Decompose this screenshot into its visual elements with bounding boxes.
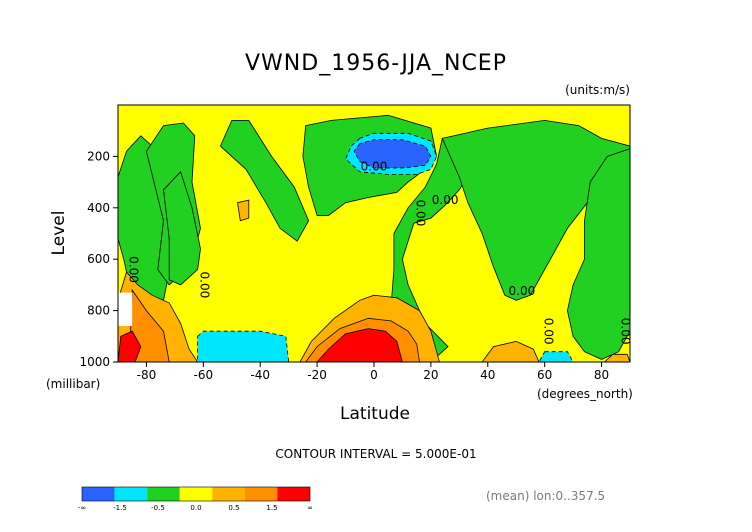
missing-region [118,292,133,326]
colorbar-label: ∞ [307,504,313,512]
colorbar-label: -1.5 [113,504,127,512]
y-axis-units: (millibar) [46,377,100,391]
contour-field-20 [237,199,250,222]
contour-label-7: 0.00 [618,318,632,345]
contour-field-12 [538,351,574,362]
contour-field-18 [316,328,403,362]
contour-field-19 [481,340,540,362]
contour-field-21 [603,353,630,362]
colorbar-frame [81,486,311,502]
contour-interval-label: CONTOUR INTERVAL = 5.000E-01 [275,447,476,461]
contour-labels: 0.00 0.00 0.00 0.00 0.00 0.00 0.00 0.00 [126,160,632,345]
colorbar-swatch [179,487,213,501]
colorbar-label: 1.5 [266,504,277,512]
y-axis-title: Level [49,211,69,256]
contour-field-10 [353,139,432,169]
contour-label-1: 0.00 [432,193,459,207]
contour-label-6: 0.00 [542,318,556,345]
x-axis-title: Latitude [340,404,410,424]
colorbar-label: -0.5 [151,504,165,512]
x-tick-label: -40 [250,368,270,382]
x-tick-label: -80 [137,368,157,382]
contour-label-0: 0.00 [361,160,388,174]
y-tick-label: 800 [87,304,110,318]
x-tick-label: 60 [537,368,552,382]
x-tick-label: -60 [194,368,214,382]
units-label: (units:m/s) [565,83,630,97]
y-tick-label: 1000 [79,355,110,369]
colorbar-label: -∞ [78,504,86,512]
chart-title: VWND_1956-JJA_NCEP [245,51,507,76]
x-axis-units: (degrees_north) [537,387,633,401]
y-tick-label: 600 [87,252,110,266]
colorbar-swatch [82,487,115,501]
colorbar-swatch [212,487,245,501]
plot-area [118,105,630,362]
y-tick-label: 400 [87,201,110,215]
contour-field-3 [219,120,310,242]
contour-field-7 [566,148,630,360]
contour-label-2: 0.00 [414,200,428,227]
contour-field-8 [163,171,201,286]
y-axis-ticks: 200 400 600 800 1000 [79,149,118,369]
colorbar-swatch [244,487,278,501]
missing-data-region [118,292,133,326]
contour-field-6 [441,119,630,301]
colorbar-label: 0.5 [228,504,239,512]
y-tick-label: 200 [87,149,110,163]
mean-longitude-note: (mean) lon:0..357.5 [486,489,605,503]
x-tick-label: 0 [370,368,378,382]
x-tick-label: 20 [423,368,438,382]
contour-field-11 [197,330,290,362]
contour-label-4: 0.00 [197,272,211,299]
colorbar-swatch [277,487,310,501]
contour-label-5: 0.00 [126,256,140,283]
contour-label-3: 0.00 [509,284,536,298]
colorbar-label: 0.0 [190,504,201,512]
colorbar-swatch [147,487,180,501]
x-tick-label: -20 [307,368,327,382]
contour-fields [118,105,630,362]
colorbar-swatch [114,487,148,501]
colorbar: -∞ -1.5 -0.5 0.0 0.5 1.5 ∞ [78,486,313,512]
x-axis-ticks: -80 -60 -40 -20 0 20 40 60 80 [137,362,609,382]
x-tick-label: 80 [594,368,609,382]
x-tick-label: 40 [480,368,495,382]
